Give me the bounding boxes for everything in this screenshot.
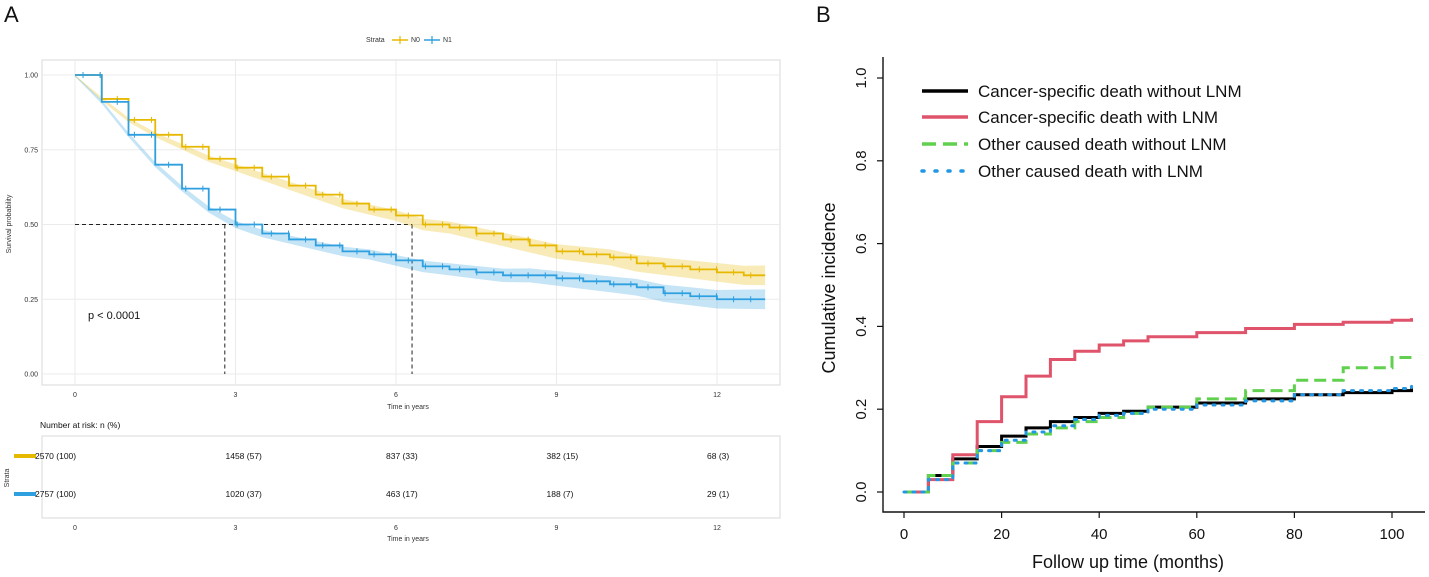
risk-cell-n1-3: 188 (7) xyxy=(547,489,574,499)
cif-x-tick-4: 80 xyxy=(1286,526,1303,543)
cif-y-tick-1: 0.2 xyxy=(853,399,870,420)
risk-cell-n1-4: 29 (1) xyxy=(707,489,729,499)
risk-table-body: 2570 (100) 1458 (57) 837 (33) 382 (15) 68 (3… xyxy=(14,451,729,532)
cif-x-tick-0: 0 xyxy=(900,526,908,543)
cif-y-axis-label: Cumulative incidence xyxy=(819,202,839,373)
cif-x-tick-3: 60 xyxy=(1188,526,1205,543)
km-confidence-bands xyxy=(75,75,766,310)
cif-x-tick-5: 100 xyxy=(1379,526,1404,543)
km-y-tick-3: 0.75 xyxy=(24,147,38,154)
risk-table-title: Number at risk: n (%) xyxy=(40,420,120,430)
risk-cell-n0-2: 837 (33) xyxy=(386,451,418,461)
cif-x-axis-label: Follow up time (months) xyxy=(1032,552,1224,572)
km-band-n1 xyxy=(75,75,766,310)
cif-y-tick-4: 0.8 xyxy=(853,150,870,171)
km-x-tick-3: 9 xyxy=(555,392,559,399)
km-censor-marks-n1 xyxy=(82,72,752,303)
km-plot-panel xyxy=(41,59,781,386)
cif-x-tick-1: 20 xyxy=(993,526,1010,543)
p-value-label: p < 0.0001 xyxy=(88,310,140,322)
risk-table-panel xyxy=(41,435,781,519)
cif-curve-3 xyxy=(902,384,1414,494)
cif-y-tick-2: 0.4 xyxy=(853,316,870,337)
cif-legend-label-0: Cancer-specific death without LNM xyxy=(978,82,1242,101)
cif-legend: Cancer-specific death without LNM Cancer-… xyxy=(920,82,1242,181)
risk-cell-n0-3: 382 (15) xyxy=(547,451,579,461)
km-x-axis-label: Time in years xyxy=(387,404,429,411)
km-y-tick-2: 0.50 xyxy=(24,222,38,229)
km-x-tick-1: 3 xyxy=(234,392,238,399)
risk-cell-n0-1: 1458 (57) xyxy=(226,451,263,461)
cif-curves xyxy=(902,318,1414,494)
cif-curve-1 xyxy=(904,318,1414,494)
risk-x-tick-2: 6 xyxy=(394,525,398,532)
cif-axes: 0.0 0.2 0.4 0.6 0.8 1.0 0 20 40 60 80 100 xyxy=(853,57,1425,543)
risk-cell-n0-4: 68 (3) xyxy=(707,451,729,461)
cif-y-tick-3: 0.6 xyxy=(853,233,870,254)
cif-axis-frame xyxy=(882,57,1425,513)
panel-letter-b: B xyxy=(816,2,831,27)
km-y-tick-4: 1.00 xyxy=(24,73,38,80)
risk-cell-n0-0: 2570 (100) xyxy=(35,451,76,461)
km-legend: Strata N0 N1 xyxy=(366,36,452,44)
km-grid xyxy=(42,60,780,385)
risk-x-tick-3: 9 xyxy=(555,525,559,532)
risk-cell-n1-0: 2757 (100) xyxy=(35,489,76,499)
km-y-axis-label: Survival probability xyxy=(6,194,13,253)
risk-table-strata-label: Strata xyxy=(4,469,11,488)
km-legend-label-n0: N0 xyxy=(411,37,420,44)
risk-x-tick-1: 3 xyxy=(234,525,238,532)
cif-legend-label-3: Other caused death with LNM xyxy=(978,162,1203,181)
risk-cell-n1-2: 463 (17) xyxy=(386,489,418,499)
km-curves xyxy=(75,72,766,303)
panel-letter-a: A xyxy=(4,2,19,27)
cif-curve-0 xyxy=(904,388,1414,494)
cif-legend-label-2: Other caused death without LNM xyxy=(978,135,1227,154)
km-legend-title: Strata xyxy=(366,37,385,44)
risk-cell-n1-1: 1020 (37) xyxy=(226,489,263,499)
cif-y-tick-5: 1.0 xyxy=(853,68,870,89)
km-curve-n1 xyxy=(75,74,766,301)
cif-y-tick-0: 0.0 xyxy=(853,482,870,503)
km-y-tick-labels: 0.00 0.25 0.50 0.75 1.00 xyxy=(24,73,38,379)
risk-table-x-axis-label: Time in years xyxy=(387,536,429,543)
km-x-tick-4: 12 xyxy=(713,392,721,399)
km-x-tick-labels: 0 3 6 9 12 xyxy=(73,392,721,399)
risk-x-tick-4: 12 xyxy=(713,525,721,532)
cif-x-tick-2: 40 xyxy=(1091,526,1108,543)
km-curve-n0 xyxy=(75,74,766,277)
km-x-tick-2: 6 xyxy=(394,392,398,399)
km-legend-label-n1: N1 xyxy=(443,37,452,44)
km-y-tick-0: 0.00 xyxy=(24,372,38,379)
km-x-tick-0: 0 xyxy=(73,392,77,399)
km-band-n0 xyxy=(75,75,766,286)
cif-legend-label-1: Cancer-specific death with LNM xyxy=(978,108,1218,127)
km-y-tick-1: 0.25 xyxy=(24,297,38,304)
risk-x-tick-0: 0 xyxy=(73,525,77,532)
